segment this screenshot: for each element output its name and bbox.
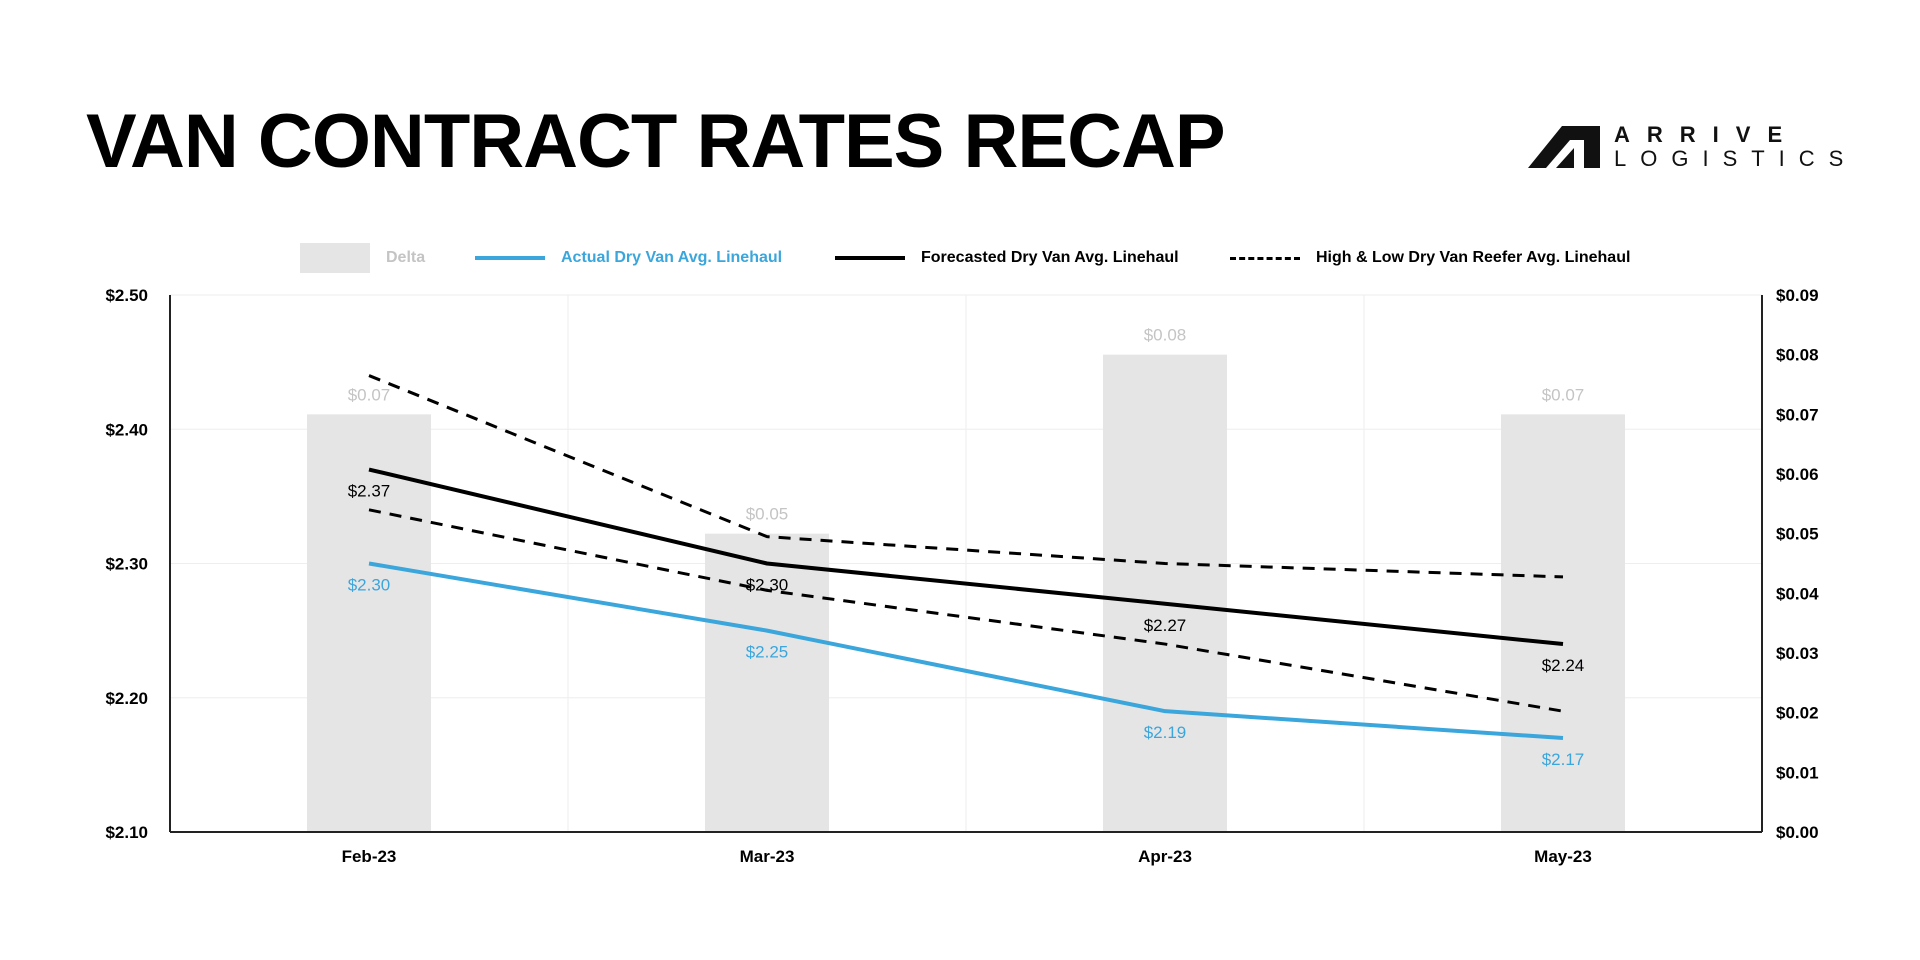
y-right-tick-label: $0.04 — [1776, 584, 1819, 603]
arrive-logo-mark-icon — [1528, 126, 1600, 168]
y-right-tick-label: $0.01 — [1776, 763, 1819, 782]
forecast-data-label: $2.37 — [348, 482, 391, 501]
forecast-data-label: $2.24 — [1542, 656, 1585, 675]
x-tick-label: Apr-23 — [1138, 847, 1192, 866]
actual-data-label: $2.25 — [746, 643, 789, 662]
y-right-tick-label: $0.06 — [1776, 465, 1819, 484]
chart-legend: Delta Actual Dry Van Avg. Linehaul Forec… — [0, 240, 1920, 276]
actual-data-label: $2.30 — [348, 576, 391, 595]
y-right-tick-label: $0.09 — [1776, 286, 1819, 305]
y-left-tick-label: $2.40 — [105, 420, 148, 439]
actual-line — [368, 561, 1564, 741]
x-tick-label: May-23 — [1534, 847, 1592, 866]
delta-bar — [307, 414, 431, 832]
y-right-tick-label: $0.07 — [1776, 405, 1819, 424]
actual-data-label: $2.19 — [1144, 723, 1187, 742]
legend-label-forecast: Forecasted Dry Van Avg. Linehaul — [921, 249, 1179, 266]
legend-label-actual: Actual Dry Van Avg. Linehaul — [561, 249, 783, 266]
delta-bar — [1501, 414, 1625, 832]
legend-item-range[interactable]: High & Low Dry Van Reefer Avg. Linehaul — [1230, 240, 1630, 276]
delta-bar — [1103, 354, 1227, 832]
y-right-tick-label: $0.03 — [1776, 644, 1819, 663]
legend-swatch-forecast — [835, 256, 905, 260]
logo-word-logistics: LOGISTICS — [1614, 146, 1858, 171]
x-tick-label: Feb-23 — [342, 847, 397, 866]
legend-item-delta[interactable]: Delta — [300, 240, 425, 276]
delta-data-label: $0.08 — [1144, 326, 1187, 345]
logo-word-arrive: ARRIVE — [1614, 122, 1800, 147]
y-left-tick-label: $2.10 — [105, 823, 148, 842]
actual-data-label: $2.17 — [1542, 750, 1585, 769]
y-right-tick-label: $0.05 — [1776, 525, 1819, 544]
legend-swatch-range — [1230, 256, 1300, 260]
legend-label-delta: Delta — [386, 249, 426, 266]
legend-swatch-actual — [475, 256, 545, 260]
delta-data-label: $0.05 — [746, 505, 789, 524]
y-left-tick-label: $2.30 — [105, 555, 148, 574]
forecast-data-label: $2.27 — [1144, 616, 1187, 635]
arrive-logistics-logo: ARRIVE LOGISTICS — [1528, 122, 1858, 172]
range-high-line — [368, 374, 1564, 579]
delta-data-label: $0.07 — [1542, 385, 1585, 404]
y-right-tick-label: $0.02 — [1776, 704, 1819, 723]
legend-label-range: High & Low Dry Van Reefer Avg. Linehaul — [1316, 249, 1631, 266]
legend-swatch-delta — [300, 243, 370, 273]
y-right-tick-label: $0.08 — [1776, 346, 1819, 365]
range-low-line — [368, 508, 1564, 713]
y-left-tick-label: $2.20 — [105, 689, 148, 708]
delta-data-label: $0.07 — [348, 385, 391, 404]
y-left-tick-label: $2.50 — [105, 286, 148, 305]
forecast-data-label: $2.30 — [746, 576, 789, 595]
legend-item-forecast[interactable]: Forecasted Dry Van Avg. Linehaul — [835, 240, 1179, 276]
x-tick-label: Mar-23 — [740, 847, 795, 866]
page-title: VAN CONTRACT RATES RECAP — [86, 99, 1226, 184]
legend-item-actual[interactable]: Actual Dry Van Avg. Linehaul — [475, 240, 782, 276]
forecast-line — [368, 467, 1564, 647]
y-right-tick-label: $0.00 — [1776, 823, 1819, 842]
